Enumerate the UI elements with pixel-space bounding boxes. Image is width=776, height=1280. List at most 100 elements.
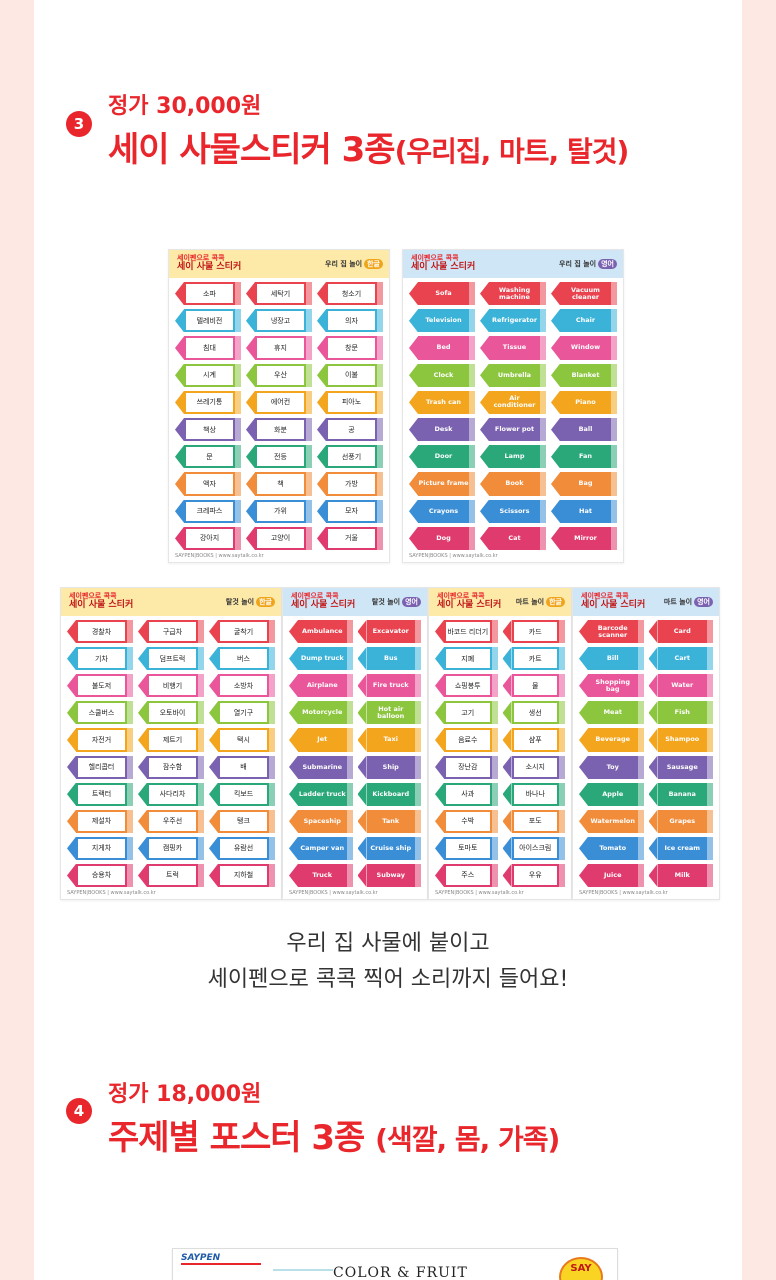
sticker-item: 전등 xyxy=(246,445,312,469)
poster-heading: COLOR & FRUIT xyxy=(333,1265,468,1280)
sticker-item: 지게차 xyxy=(67,836,133,860)
sticker-arrow-tab xyxy=(289,674,298,698)
sticker-arrow-tab xyxy=(317,526,326,550)
sticker-side-strip xyxy=(235,418,241,442)
sticker-label: 책상 xyxy=(184,418,235,442)
sticker-item: 크레파스 xyxy=(175,499,241,523)
sticker-arrow-tab xyxy=(317,309,326,333)
sticker-label: Truck xyxy=(298,863,347,887)
sticker-item: 우산 xyxy=(246,363,312,387)
poster-preview: SAYPEN COLOR & FRUIT SAY xyxy=(172,1248,618,1280)
sticker-arrow-tab xyxy=(579,674,588,698)
sticker-side-strip xyxy=(306,336,312,360)
saypen-logo: SAY xyxy=(559,1257,603,1280)
sticker-item: 냉장고 xyxy=(246,309,312,333)
sticker-arrow-tab xyxy=(67,701,76,725)
sticker-item: 물 xyxy=(502,674,565,698)
sticker-side-strip xyxy=(611,309,617,333)
sticker-item: 카트 xyxy=(502,647,565,671)
sticker-item: Door xyxy=(409,445,475,469)
sticker-arrow-tab xyxy=(502,809,512,833)
sticker-side-strip xyxy=(707,620,713,644)
sticker-arrow-tab xyxy=(67,620,76,644)
sticker-item: Picture frame xyxy=(409,472,475,496)
sticker-item: Truck xyxy=(289,863,353,887)
sticker-side-strip xyxy=(198,620,204,644)
sticker-item: Sausage xyxy=(648,755,713,779)
sticker-arrow-tab xyxy=(317,363,326,387)
sticker-side-strip xyxy=(611,472,617,496)
caption: 우리 집 사물에 붙이고 세이펜으로 콕콕 찍어 소리까지 들어요! xyxy=(0,926,776,998)
sticker-item: 바코드 리더기 xyxy=(435,620,498,644)
sticker-label: 문 xyxy=(184,445,235,469)
sticker-label: Toy xyxy=(588,755,638,779)
sheet-brand-big: 세이 사물 스티커 xyxy=(581,600,646,610)
sticker-side-strip xyxy=(637,863,644,887)
sticker-label: 킥보드 xyxy=(218,782,269,806)
sticker-arrow-tab xyxy=(551,418,560,442)
sticker-item: 가방 xyxy=(317,472,383,496)
sticker-sheet-vehicle-korean: 세이펜으로 콕콕 세이 사물 스티커 탈것 놀이 한글 SAYPEN|BOOKS | w… xyxy=(60,587,282,900)
sticker-item: 휴지 xyxy=(246,336,312,360)
sticker-side-strip xyxy=(269,701,275,725)
sticker-arrow-tab xyxy=(502,782,512,806)
sheet-category: 마트 놀이 한글 xyxy=(516,597,565,607)
sticker-arrow-tab xyxy=(579,728,588,752)
sticker-arrow-tab xyxy=(648,674,658,698)
sticker-arrow-tab xyxy=(67,836,76,860)
sticker-item: 쓰레기통 xyxy=(175,390,241,414)
sticker-side-strip xyxy=(540,472,546,496)
section-title: 주제별 포스터 3종 (색깔, 몸, 가족) xyxy=(108,1110,560,1159)
sticker-item: Banana xyxy=(648,782,713,806)
sticker-label: 아이스크림 xyxy=(511,836,559,860)
sticker-label: 창문 xyxy=(326,336,377,360)
sheet-header: 세이펜으로 콕콕 세이 사물 스티커 탈것 놀이 한글 xyxy=(61,588,281,616)
poster-brand-underline xyxy=(181,1263,261,1265)
sticker-label: 우유 xyxy=(511,863,559,887)
sheet-category-label: 우리 집 놀이 xyxy=(325,260,363,268)
sticker-item: Grapes xyxy=(648,809,713,833)
sheet-brand-big: 세이 사물 스티커 xyxy=(291,600,356,610)
sticker-label: Hot air balloon xyxy=(366,701,415,725)
sticker-arrow-tab xyxy=(435,836,444,860)
sticker-side-strip xyxy=(707,647,713,671)
sticker-side-strip xyxy=(611,282,617,306)
sticker-grid: 소파 세탁기 청소기 텔레비전 냉장고 의자 침대 휴지 창문 시계 우산 이불 쓰레기통 에어컨 피아노 책… xyxy=(175,282,383,550)
sticker-label: Cart xyxy=(657,647,707,671)
sticker-item: Window xyxy=(551,336,617,360)
sticker-arrow-tab xyxy=(648,863,658,887)
sticker-arrow-tab xyxy=(317,282,326,306)
sticker-item: 문 xyxy=(175,445,241,469)
sticker-label: Fire truck xyxy=(366,674,415,698)
sheet-brand: 세이펜으로 콕콕 세이 사물 스티커 xyxy=(291,592,355,610)
sticker-label: Air conditioner xyxy=(489,390,540,414)
sticker-item: Tomato xyxy=(579,836,644,860)
sticker-item: 잠수함 xyxy=(138,755,204,779)
sticker-label: 기차 xyxy=(76,647,127,671)
sticker-arrow-tab xyxy=(289,782,298,806)
sticker-sheet-mart-korean: 세이펜으로 콕콕 세이 사물 스티커 마트 놀이 한글 SAYPEN|BOOKS | w… xyxy=(428,587,572,900)
sticker-label: Cruise ship xyxy=(366,836,415,860)
sticker-arrow-tab xyxy=(480,526,489,550)
sticker-side-strip xyxy=(491,809,498,833)
sticker-item: Airplane xyxy=(289,674,353,698)
sticker-item: 가위 xyxy=(246,499,312,523)
sheet-header: 세이펜으로 콕콕 세이 사물 스티커 마트 놀이 영어 xyxy=(573,588,719,616)
sticker-side-strip xyxy=(559,782,565,806)
sticker-label: 선풍기 xyxy=(326,445,377,469)
sticker-item: Tissue xyxy=(480,336,546,360)
sticker-side-strip xyxy=(346,728,353,752)
sticker-label: 제트기 xyxy=(147,728,198,752)
sticker-item: Ball xyxy=(551,418,617,442)
sticker-label: 택시 xyxy=(218,728,269,752)
sticker-side-strip xyxy=(235,282,241,306)
sheet-brand-small: 세이펜으로 콕콕 xyxy=(411,254,459,262)
sticker-arrow-tab xyxy=(357,701,367,725)
sticker-side-strip xyxy=(306,418,312,442)
sticker-side-strip xyxy=(491,782,498,806)
sticker-arrow-tab xyxy=(648,809,658,833)
sticker-side-strip xyxy=(707,836,713,860)
sticker-label: Bill xyxy=(588,647,638,671)
sticker-item: Blanket xyxy=(551,363,617,387)
sticker-item: 세탁기 xyxy=(246,282,312,306)
